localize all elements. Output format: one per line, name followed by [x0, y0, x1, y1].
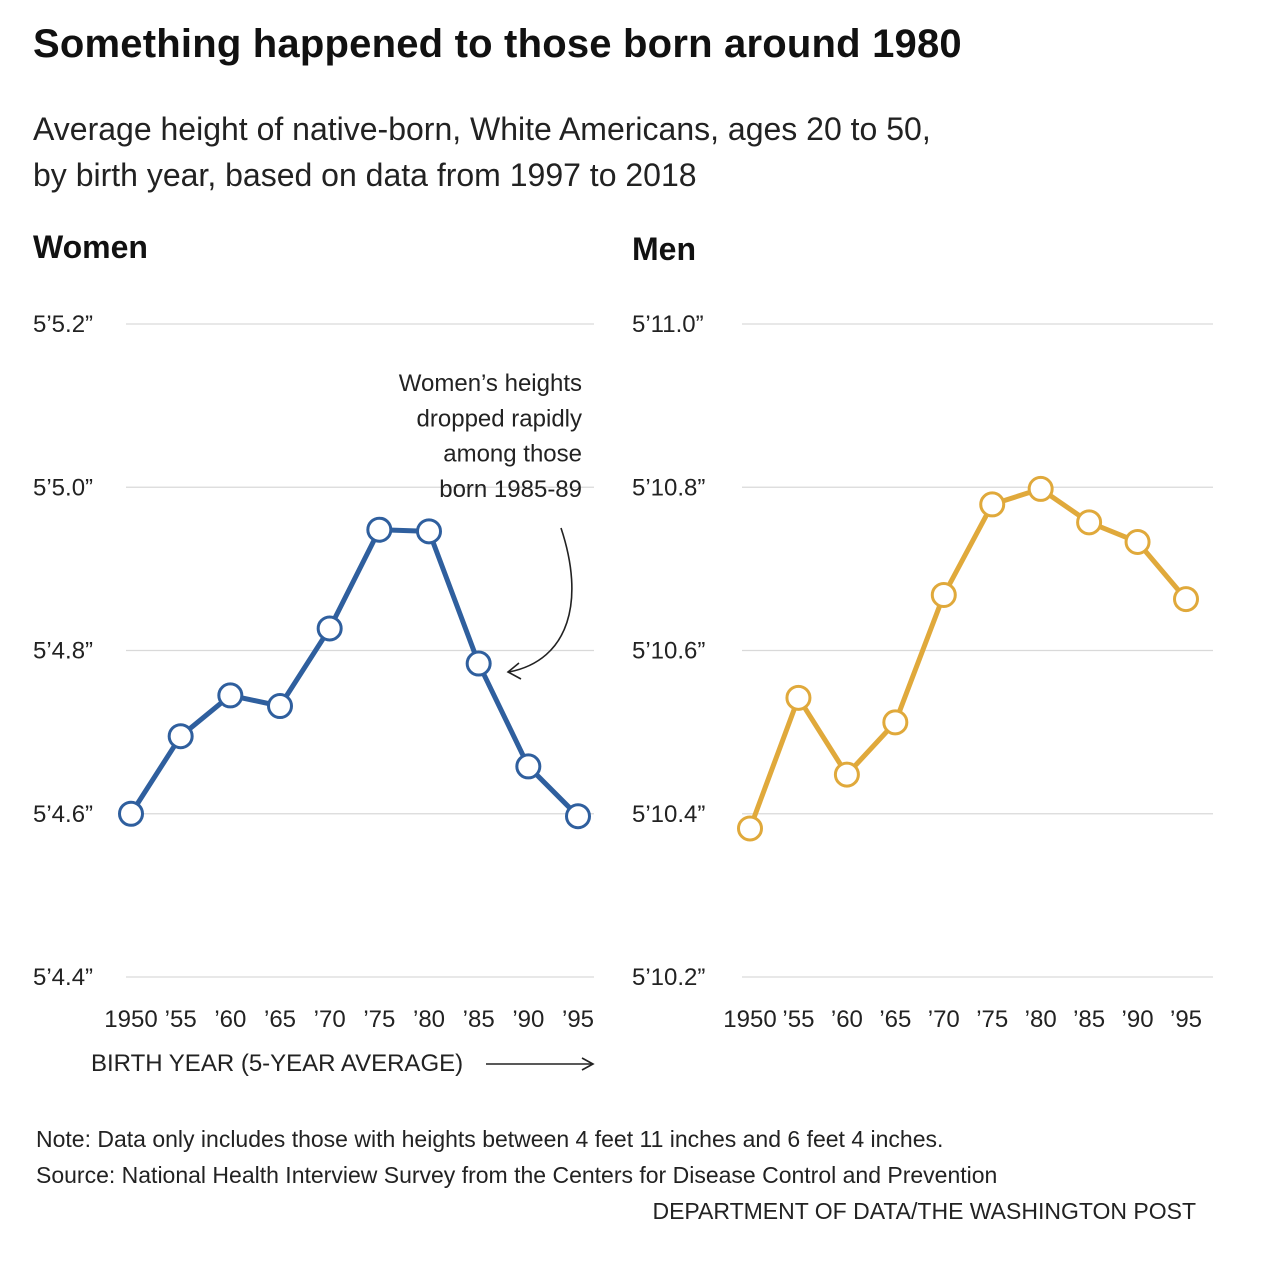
women-x-tick-label: 1950 [104, 1006, 157, 1033]
men-y-tick-label: 5’11.0” [632, 311, 704, 338]
annotation-arrow [508, 527, 573, 673]
men-x-tick-label: 1950 [723, 1006, 776, 1033]
women-data-point [217, 682, 244, 709]
women-panel: Women 5’4.4” 5’4.6” 5’4.8” 5’5.0” 5’5.2” 1950 ’… [33, 229, 595, 1077]
women-y-tick-label: 5’5.0” [33, 474, 93, 501]
men-x-tick-label: ’65 [879, 1006, 911, 1033]
men-x-tick-label: ’90 [1122, 1006, 1154, 1033]
women-x-tick-label: ’90 [512, 1006, 544, 1033]
chart-title: Something happened to those born around … [33, 22, 962, 66]
men-y-tick-label: 5’10.8” [632, 474, 705, 501]
women-x-tick-label: ’65 [264, 1006, 296, 1033]
women-data-point [465, 650, 492, 677]
men-data-point [1027, 475, 1054, 502]
men-x-tick-label: ’85 [1073, 1006, 1105, 1033]
women-x-tick-label: ’60 [214, 1006, 246, 1033]
annotation-arrowhead [506, 662, 522, 680]
footer-source: Source: National Health Interview Survey… [36, 1162, 998, 1188]
men-series-line [747, 486, 1189, 831]
men-x-tick-label: ’80 [1025, 1006, 1057, 1033]
men-data-point [737, 815, 763, 842]
men-x-tick-label: ’95 [1170, 1006, 1202, 1033]
men-data-point [1173, 586, 1199, 613]
women-data-point [515, 753, 542, 780]
women-data-point [316, 615, 343, 642]
women-data-point [565, 803, 591, 830]
men-y-tick-label: 5’10.6” [632, 638, 705, 665]
men-panel-title: Men [632, 231, 696, 267]
women-data-point [366, 516, 393, 543]
men-data-point [785, 684, 812, 711]
annotation-text-line: dropped rapidly [417, 405, 582, 432]
annotation: Women’s heights dropped rapidly among thos… [399, 370, 582, 680]
men-x-tick-label: ’75 [976, 1006, 1008, 1033]
men-x-tick-label: ’60 [831, 1006, 863, 1033]
x-axis-label: BIRTH YEAR (5-YEAR AVERAGE) [91, 1050, 463, 1077]
women-x-tick-label: ’80 [413, 1006, 445, 1033]
men-y-tick-label: 5’10.2” [632, 964, 705, 991]
women-y-tick-label: 5’4.8” [33, 638, 93, 665]
men-x-tick-label: ’55 [782, 1006, 814, 1033]
x-axis-arrowhead [581, 1057, 595, 1071]
women-y-tick-label: 5’4.4” [33, 964, 93, 991]
men-y-tick-label: 5’10.4” [632, 801, 705, 828]
women-x-tick-label: ’95 [562, 1006, 594, 1033]
men-data-point [979, 491, 1006, 518]
women-panel-title: Women [33, 229, 148, 265]
women-x-tick-label: ’70 [314, 1006, 346, 1033]
subtitle-line-2: by birth year, based on data from 1997 t… [33, 157, 697, 193]
women-data-point [416, 518, 442, 545]
women-data-point [167, 723, 194, 750]
men-data-point [1076, 509, 1103, 536]
men-data-point [930, 581, 957, 608]
annotation-text-line: among those [443, 441, 582, 468]
footer-credit: DEPARTMENT OF DATA/THE WASHINGTON POST [652, 1198, 1196, 1224]
women-x-tick-label: ’85 [463, 1006, 495, 1033]
men-x-tick-label: ’70 [928, 1006, 960, 1033]
men-data-point [1124, 528, 1151, 555]
women-data-point [267, 693, 293, 720]
chart-subtitle: Average height of native-born, White Ame… [33, 106, 1133, 198]
women-x-tick-label: ’75 [363, 1006, 395, 1033]
footer-note: Note: Data only includes those with heig… [36, 1126, 944, 1152]
men-panel: Men 5’10.2” 5’10.4” 5’10.6” 5’10.8” 5’11.0” 19… [632, 231, 1213, 1033]
women-x-tick-label: ’55 [165, 1006, 197, 1033]
women-y-tick-label: 5’4.6” [33, 801, 93, 828]
women-data-point [118, 800, 144, 827]
men-data-point [882, 709, 909, 736]
annotation-text-line: born 1985-89 [439, 476, 582, 503]
men-data-point [833, 761, 860, 788]
subtitle-line-1: Average height of native-born, White Ame… [33, 111, 931, 147]
women-series-line [128, 527, 581, 819]
women-y-tick-label: 5’5.2” [33, 311, 93, 338]
annotation-text-line: Women’s heights [399, 370, 582, 397]
